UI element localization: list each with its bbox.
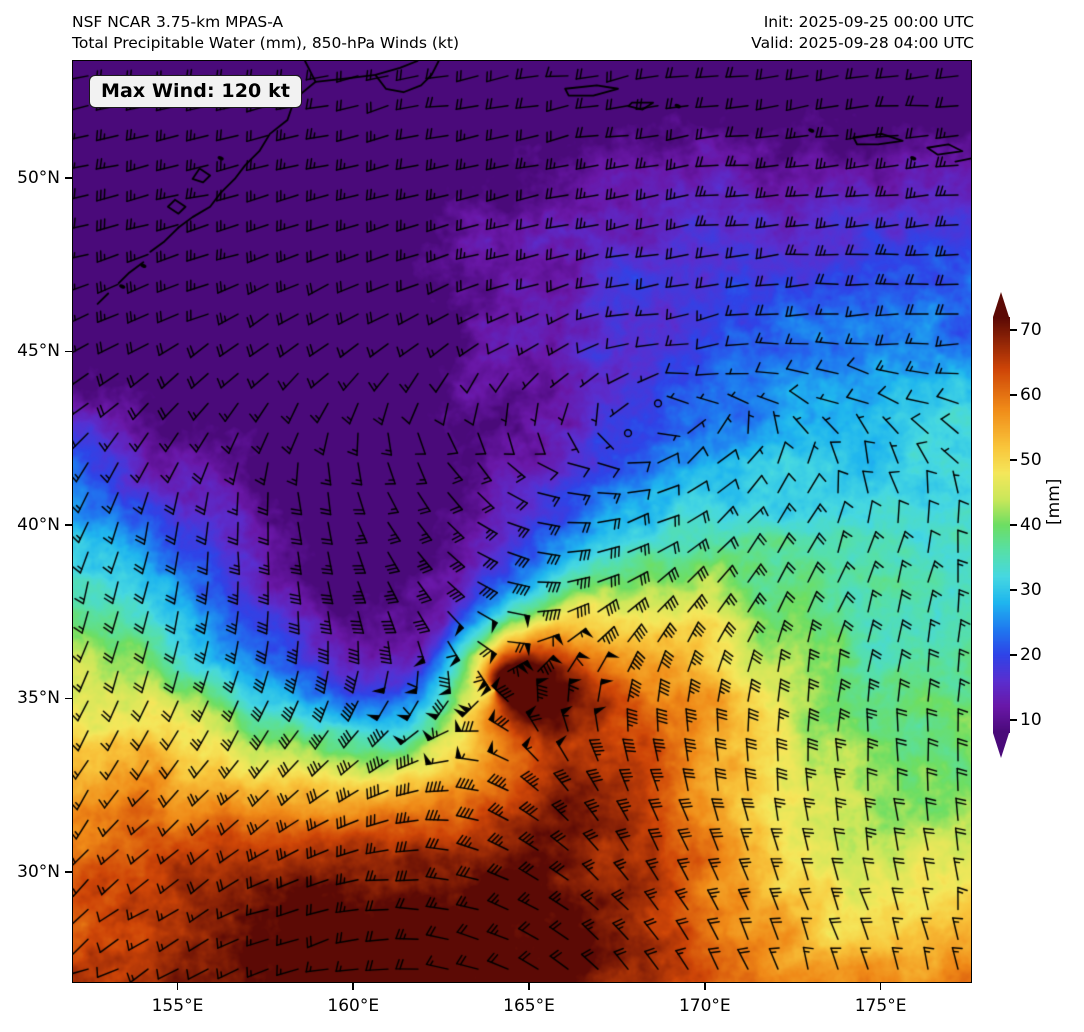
y-tick-label-45: 45°N — [17, 341, 60, 362]
colorbar-tick-40 — [1010, 524, 1017, 526]
colorbar-tick-50 — [1010, 459, 1017, 461]
colorbar-under-arrow — [993, 733, 1009, 758]
colorbar-tick-label-40: 40 — [1020, 515, 1042, 535]
y-tick-label-30: 30°N — [17, 861, 60, 882]
model-name: NSF NCAR 3.75-km MPAS-A — [72, 13, 284, 31]
field-description: Total Precipitable Water (mm), 850-hPa W… — [72, 34, 460, 52]
colorbar-tick-20 — [1010, 654, 1017, 656]
y-tick-label-40: 40°N — [17, 514, 60, 535]
max-wind-annotation: Max Wind: 120 kt — [89, 75, 303, 108]
x-tick-label-160: 160°E — [327, 996, 380, 1016]
y-tick-40 — [65, 524, 72, 526]
x-tick-label-165: 165°E — [503, 996, 555, 1016]
y-tick-label-50: 50°N — [17, 167, 60, 188]
colorbar-tick-10 — [1010, 719, 1017, 721]
colorbar-gradient — [993, 317, 1010, 733]
wind-barb-overlay — [73, 61, 971, 982]
y-tick-label-35: 35°N — [17, 688, 60, 709]
valid-time: Valid: 2025-09-28 04:00 UTC — [751, 34, 974, 52]
colorbar-tick-label-60: 60 — [1020, 385, 1042, 405]
y-tick-45 — [65, 350, 72, 353]
x-tick-label-155: 155°E — [151, 996, 204, 1016]
colorbar-tick-label-20: 20 — [1020, 645, 1042, 665]
init-time: Init: 2025-09-25 00:00 UTC — [763, 13, 974, 31]
colorbar-tick-70 — [1010, 329, 1017, 331]
colorbar-tick-label-70: 70 — [1020, 320, 1042, 340]
x-tick-label-175: 175°E — [854, 996, 907, 1016]
x-tick-155 — [176, 983, 179, 990]
colorbar-tick-label-50: 50 — [1020, 450, 1042, 470]
x-tick-165 — [528, 983, 530, 990]
colorbar-tick-label-30: 30 — [1020, 580, 1042, 600]
x-tick-label-170: 170°E — [678, 996, 731, 1016]
model-header: NSF NCAR 3.75-km MPAS-A Total Precipitab… — [72, 12, 459, 54]
y-tick-50 — [65, 177, 72, 179]
colorbar — [993, 292, 1010, 758]
colorbar-tick-30 — [1010, 589, 1017, 591]
x-tick-175 — [879, 983, 882, 990]
x-tick-170 — [704, 983, 706, 990]
y-tick-30 — [65, 871, 72, 873]
colorbar-tick-60 — [1010, 394, 1017, 396]
colorbar-tick-label-10: 10 — [1020, 710, 1042, 730]
colorbar-over-arrow — [993, 292, 1009, 317]
x-tick-160 — [352, 983, 355, 990]
y-tick-35 — [65, 697, 72, 700]
map-plot-panel: Max Wind: 120 kt — [72, 60, 972, 983]
colorbar-unit-label: [mm] — [1044, 478, 1064, 525]
time-header: Init: 2025-09-25 00:00 UTC Valid: 2025-0… — [751, 12, 974, 54]
